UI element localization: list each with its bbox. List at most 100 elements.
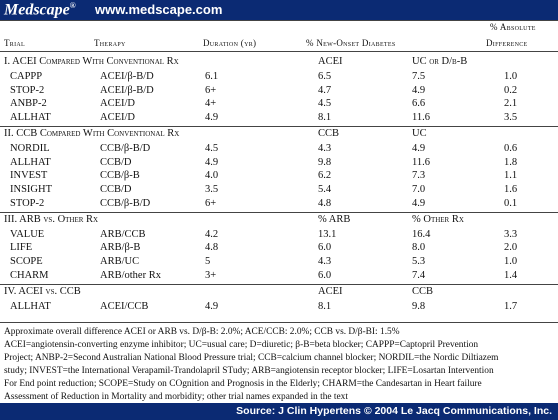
value-a-cell: 4.5 <box>318 98 332 110</box>
abs-diff-cell: 1.6 <box>504 184 518 196</box>
col-header-therapy: Therapy <box>94 38 126 48</box>
col-header-duration: Duration (yr) <box>203 38 257 48</box>
abs-diff-cell: 3.5 <box>504 112 518 124</box>
table-bottom-rule <box>0 322 558 323</box>
section-col-a-label: ACEI <box>318 285 343 297</box>
note-line: study; INVEST=the International Verapami… <box>4 366 494 376</box>
value-a-cell: 6.0 <box>318 270 332 281</box>
section-col-b-label: % Other Rx <box>412 213 464 225</box>
col-header-absolute: % Absolute <box>490 22 536 32</box>
therapy-cell: ACEI/D <box>100 98 135 110</box>
section-col-a-label: CCB <box>318 128 340 139</box>
value-a-cell: 6.2 <box>318 170 332 182</box>
duration-cell: 4.2 <box>205 228 219 240</box>
value-a-cell: 4.3 <box>318 256 332 268</box>
trial-name: ANBP-2 <box>10 98 47 110</box>
duration-cell: 5 <box>205 256 211 268</box>
abs-diff-cell: 1.1 <box>504 170 518 182</box>
value-a-cell: 5.4 <box>318 184 332 196</box>
header-rule <box>0 51 558 52</box>
therapy-cell: ARB/β-B <box>100 242 141 254</box>
value-b-cell: 6.6 <box>412 98 426 110</box>
trial-name: ALLHAT <box>10 300 51 312</box>
value-b-cell: 4.9 <box>412 142 426 154</box>
section-col-b-label: UC or D/β-B <box>412 56 468 67</box>
section-rule <box>0 283 558 285</box>
duration-cell: 4.9 <box>205 300 219 312</box>
value-b-cell: 11.6 <box>412 156 430 168</box>
therapy-cell: ARB/other Rx <box>100 270 161 281</box>
trial-name: STOP-2 <box>10 198 45 209</box>
section-title: I. ACEI Compared With Conventional Rx <box>4 56 179 67</box>
trial-name: VALUE <box>10 228 45 240</box>
abs-diff-cell: 1.0 <box>504 256 518 268</box>
value-a-cell: 4.7 <box>318 84 332 96</box>
value-a-cell: 8.1 <box>318 112 332 124</box>
abs-diff-cell: 2.0 <box>504 242 518 254</box>
site-url[interactable]: www.medscape.com <box>95 2 223 17</box>
therapy-cell: CCB/β-B/D <box>100 198 151 209</box>
duration-cell: 4.5 <box>205 142 219 154</box>
therapy-cell: ACEI/β-B/D <box>100 84 154 96</box>
abs-diff-cell: 3.3 <box>504 228 518 240</box>
value-a-cell: 6.5 <box>318 70 332 82</box>
value-b-cell: 7.3 <box>412 170 426 182</box>
duration-cell: 6+ <box>205 84 217 96</box>
section-title: III. ARB vs. Other Rx <box>4 213 99 225</box>
table-top-rule <box>0 20 558 21</box>
duration-cell: 4+ <box>205 98 217 110</box>
trial-name: NORDIL <box>10 142 50 154</box>
abs-diff-cell: 0.2 <box>504 84 518 96</box>
section-col-a-label: % ARB <box>318 213 351 225</box>
header-bar: Medscape® www.medscape.com <box>0 0 558 20</box>
duration-cell: 4.9 <box>205 112 219 124</box>
note-line: Assessment of Reduction in Mortality and… <box>4 392 348 402</box>
duration-cell: 3+ <box>205 270 217 281</box>
value-a-cell: 6.0 <box>318 242 332 254</box>
section-col-a-label: ACEI <box>318 56 343 67</box>
value-b-cell: 7.5 <box>412 70 426 82</box>
value-b-cell: 7.4 <box>412 270 426 281</box>
value-b-cell: 8.0 <box>412 242 426 254</box>
therapy-cell: CCB/D <box>100 156 132 168</box>
source-footer: Source: J Clin Hypertens © 2004 Le Jacq … <box>0 403 558 420</box>
abs-diff-cell: 1.4 <box>504 270 518 281</box>
value-a-cell: 9.8 <box>318 156 332 168</box>
abs-diff-cell: 1.0 <box>504 70 518 82</box>
col-header-difference: Difference <box>486 38 528 48</box>
duration-cell: 4.9 <box>205 156 219 168</box>
abs-diff-cell: 1.7 <box>504 300 518 312</box>
therapy-cell: ARB/UC <box>100 256 140 268</box>
section-rule <box>0 211 558 213</box>
duration-cell: 3.5 <box>205 184 219 196</box>
abs-diff-cell: 0.6 <box>504 142 518 154</box>
note-line: For End point reduction; SCOPE=Study on … <box>4 379 482 389</box>
table-notes: Approximate overall difference ACEI or A… <box>4 326 556 404</box>
note-line: Approximate overall difference ACEI or A… <box>4 327 400 337</box>
therapy-cell: ACEI/D <box>100 112 135 124</box>
value-b-cell: 16.4 <box>412 228 431 240</box>
value-a-cell: 4.8 <box>318 198 332 209</box>
value-b-cell: 9.8 <box>412 300 426 312</box>
col-header-trial: Trial <box>4 38 25 48</box>
value-b-cell: 5.3 <box>412 256 426 268</box>
section-col-b-label: CCB <box>412 285 434 297</box>
trial-name: INSIGHT <box>10 184 52 196</box>
trial-name: CHARM <box>10 270 49 281</box>
therapy-cell: CCB/β-B <box>100 170 140 182</box>
trial-name: SCOPE <box>10 256 43 268</box>
trial-name: ALLHAT <box>10 112 51 124</box>
diabetes-trials-table: Trial Therapy Duration (yr) % New-Onset … <box>0 20 558 403</box>
abs-diff-cell: 1.8 <box>504 156 518 168</box>
duration-cell: 6+ <box>205 198 217 209</box>
duration-cell: 4.8 <box>205 242 219 254</box>
abs-diff-cell: 0.1 <box>504 198 518 209</box>
note-line: Project; ANBP-2=Second Australian Nation… <box>4 353 499 363</box>
note-line: ACEI=angiotensin-converting enzyme inhib… <box>4 340 479 350</box>
medscape-logo[interactable]: Medscape® <box>4 1 76 19</box>
col-header-new-onset: % New-Onset Diabetes <box>306 38 396 48</box>
trial-name: CAPPP <box>10 70 43 82</box>
therapy-cell: CCB/β-B/D <box>100 142 151 154</box>
trial-name: INVEST <box>10 170 48 182</box>
therapy-cell: ACEI/CCB <box>100 300 149 312</box>
